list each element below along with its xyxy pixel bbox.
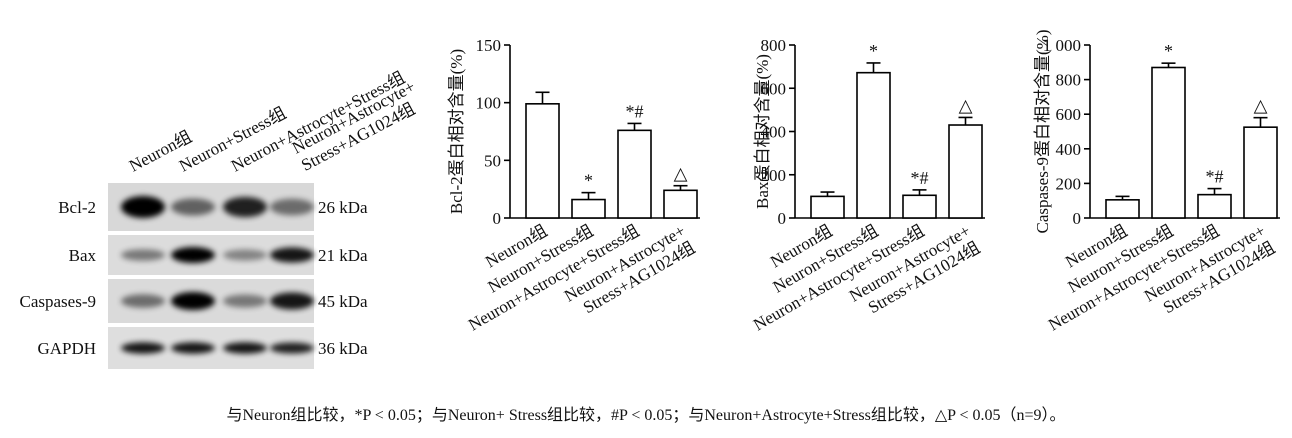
bar (903, 195, 936, 218)
band (121, 249, 165, 261)
bar (1244, 127, 1277, 218)
y-axis-label: Bcl-2蛋白相对含量(%) (447, 49, 466, 214)
size-label: 45 kDa (318, 292, 368, 311)
protein-label: GAPDH (37, 339, 96, 358)
bar (572, 200, 605, 218)
annotation: *# (1206, 167, 1224, 187)
bar (1152, 67, 1185, 218)
page: 与Neuron组比较，*P < 0.05；与Neuron+ Stress组比较，… (0, 0, 1292, 438)
y-tick-label: 100 (476, 94, 502, 113)
y-tick-label: 800 (761, 36, 787, 55)
y-tick-label: 0 (493, 209, 502, 228)
bar (618, 130, 651, 218)
y-tick-label: 150 (476, 36, 502, 55)
size-label: 36 kDa (318, 339, 368, 358)
protein-label: Caspases-9 (20, 292, 96, 311)
annotation: △ (674, 164, 688, 184)
annotation: *# (626, 101, 644, 121)
band (223, 249, 267, 260)
band (121, 342, 165, 353)
band (270, 292, 314, 309)
bar (1198, 195, 1231, 218)
western-blot (108, 183, 314, 369)
y-axis-label: Caspases-9蛋白相对含量(%) (1033, 30, 1052, 234)
annotation: *# (911, 168, 929, 188)
size-label: 21 kDa (318, 246, 368, 265)
y-tick-label: 0 (778, 209, 787, 228)
annotation: △ (959, 95, 973, 115)
y-axis-label: Bax蛋白相对含量(%) (753, 54, 772, 209)
y-tick-label: 600 (1056, 105, 1082, 124)
band (171, 247, 215, 263)
y-tick-label: 200 (1056, 174, 1082, 193)
protein-label: Bcl-2 (58, 198, 96, 217)
y-tick-label: 0 (1073, 209, 1082, 228)
band (223, 294, 267, 307)
bar (526, 104, 559, 218)
band (270, 247, 314, 262)
protein-label: Bax (69, 246, 97, 265)
bar (857, 73, 890, 218)
size-label: 26 kDa (318, 198, 368, 217)
band (171, 198, 215, 215)
band (121, 294, 165, 308)
y-tick-label: 50 (484, 151, 501, 170)
y-tick-label: 400 (1056, 140, 1082, 159)
annotation: * (584, 171, 593, 191)
annotation: * (869, 41, 878, 61)
band (171, 292, 215, 310)
caption: 与Neuron组比较，*P < 0.05；与Neuron+ Stress组比较，… (227, 406, 1066, 424)
bar (811, 196, 844, 218)
annotation: △ (1254, 96, 1268, 116)
band (270, 199, 314, 216)
bar (949, 125, 982, 218)
y-tick-label: 800 (1056, 71, 1082, 90)
bar (1106, 200, 1139, 218)
band (270, 342, 314, 353)
band (121, 196, 165, 218)
band (171, 342, 215, 353)
figure: 与Neuron组比较，*P < 0.05；与Neuron+ Stress组比较，… (0, 0, 1292, 438)
bar (664, 190, 697, 218)
band (223, 197, 267, 217)
annotation: * (1164, 41, 1173, 61)
band (223, 342, 267, 353)
